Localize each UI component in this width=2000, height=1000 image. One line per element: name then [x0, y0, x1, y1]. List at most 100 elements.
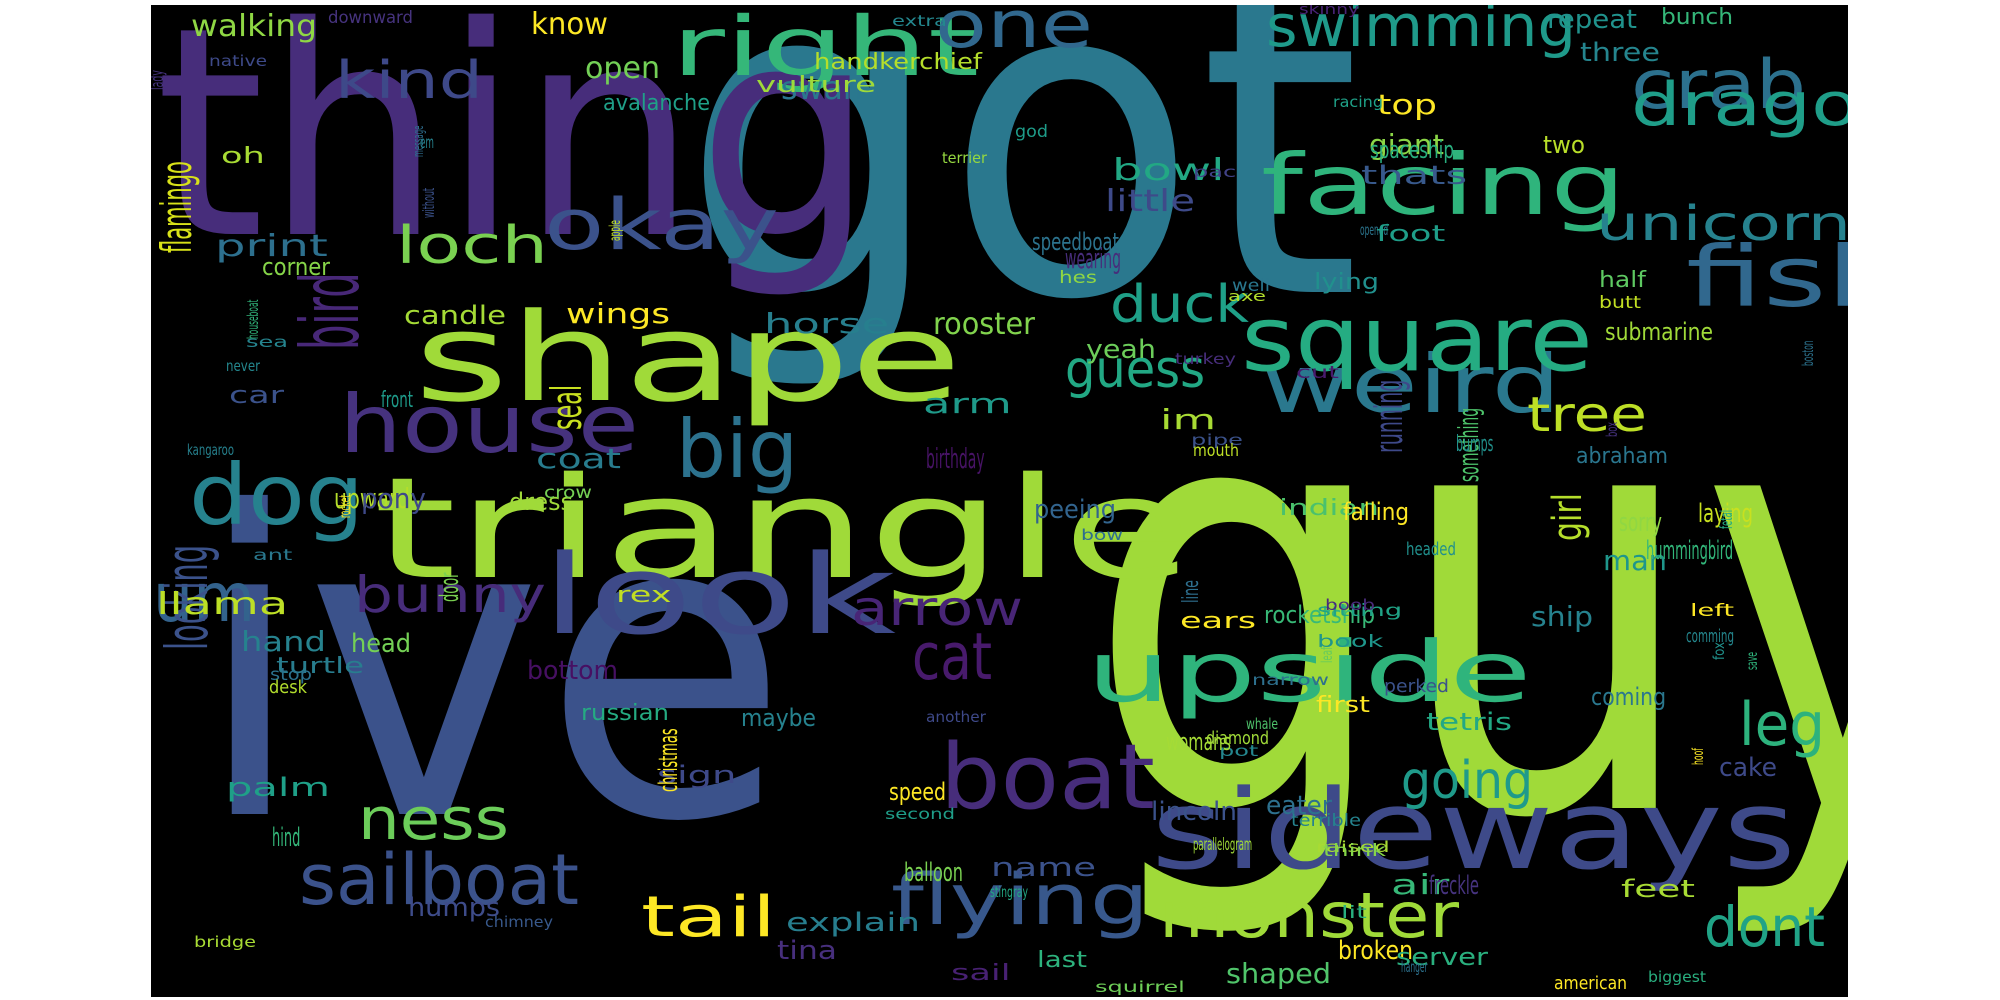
- word-hind: hind: [272, 823, 301, 853]
- word-comming: comming: [1686, 626, 1734, 647]
- word-guess: guess: [1065, 340, 1205, 400]
- word-facing: facing: [1261, 136, 1626, 234]
- word-hes: hes: [1059, 268, 1097, 288]
- word-left: left: [1690, 601, 1735, 621]
- word-sea: sea: [246, 333, 288, 351]
- word-hummingbird: hummingbird: [1646, 536, 1734, 566]
- word-thing: thing: [155, 5, 875, 303]
- word-apple: apple: [606, 220, 624, 241]
- word-shape: shape: [414, 287, 962, 429]
- word-lady: lady: [151, 70, 168, 90]
- word-pot: pot: [1219, 742, 1259, 760]
- word-lying: lying: [1314, 270, 1379, 295]
- word-im: im: [1160, 403, 1217, 436]
- word-sign: sign: [657, 761, 737, 789]
- word-freckle: freckle: [1429, 871, 1479, 901]
- word-narrow: narrow: [1252, 671, 1329, 689]
- word-big: big: [676, 403, 798, 496]
- word-ears: ears: [1180, 609, 1257, 634]
- word-save: save: [1743, 652, 1761, 670]
- word-pony: pony: [361, 482, 426, 515]
- word-tetris: tetris: [1426, 708, 1512, 736]
- word-another: another: [926, 708, 986, 726]
- word-well: well: [1232, 276, 1270, 296]
- word-bunny: bunny: [354, 566, 546, 624]
- word-llama: llama: [156, 587, 289, 622]
- word-second: second: [885, 805, 955, 823]
- word-shaped: shaped: [1226, 957, 1331, 990]
- word-name: name: [991, 853, 1096, 883]
- word-sail: sail: [951, 961, 1011, 986]
- word-whale: whale: [1246, 715, 1278, 733]
- word-corner: corner: [262, 253, 330, 281]
- word-oh: oh: [221, 144, 265, 169]
- word-ant: ant: [253, 546, 293, 564]
- word-upward: upward: [334, 482, 410, 515]
- word-tina: tina: [777, 936, 837, 966]
- word-kind: kind: [335, 51, 483, 111]
- word-rex: rex: [616, 583, 672, 608]
- word-running: running: [1367, 379, 1411, 453]
- word-head: head: [351, 629, 411, 659]
- word-pipe: pipe: [1191, 431, 1243, 449]
- word-broken: broken: [1338, 936, 1413, 966]
- word-fox: fox: [1710, 642, 1728, 660]
- word-dragon: dragon: [1631, 70, 1848, 140]
- word-indian: indian: [1279, 496, 1379, 521]
- word-squirrel: squirrel: [1095, 978, 1185, 996]
- word-book: book: [1317, 632, 1384, 652]
- word-arm: arm: [923, 387, 1012, 420]
- word-rocketship: rocketship: [1264, 601, 1375, 629]
- word-speedboat: speedboat: [1032, 228, 1119, 256]
- word-kangaroo: kangaroo: [187, 441, 234, 459]
- word-open: open: [585, 51, 660, 86]
- word-american: american: [1554, 973, 1627, 994]
- word-walking: walking: [191, 9, 317, 44]
- word-man: man: [1603, 544, 1667, 577]
- word-sorry: sorry: [1619, 508, 1662, 538]
- word-feet: feet: [1621, 875, 1695, 903]
- word-bridge: bridge: [194, 933, 256, 951]
- word-skinny: skinny: [1299, 5, 1359, 18]
- word-wearing: wearing: [1065, 242, 1122, 275]
- word-birthday: birthday: [926, 442, 985, 475]
- word-sitting: sitting: [1317, 601, 1403, 621]
- word-thats: thats: [1361, 161, 1468, 191]
- word-native: native: [209, 52, 267, 70]
- word-sailboat: sailboat: [299, 839, 579, 921]
- word-cut: cut: [1296, 363, 1339, 383]
- word-triangle: triangle: [373, 448, 1193, 611]
- word-peeing: peeing: [1034, 495, 1116, 525]
- word-speed: speed: [889, 778, 946, 806]
- word-stingray: stingray: [990, 883, 1028, 901]
- word-terrible: terrible: [1291, 811, 1361, 831]
- word-falling: falling: [1343, 498, 1409, 526]
- word-wings: wings: [566, 297, 670, 330]
- word-boat: boat: [940, 725, 1155, 830]
- word-yeah: yeah: [1086, 335, 1156, 365]
- word-square: square: [1241, 287, 1593, 392]
- word-spaceship: spaceship: [1370, 136, 1454, 164]
- word-crab: crab: [1631, 46, 1806, 125]
- word-top: top: [1377, 88, 1437, 121]
- word-rocket: rocket: [336, 494, 354, 518]
- word-dress: dress: [509, 488, 573, 516]
- word-boston: boston: [1799, 340, 1817, 366]
- word-turtle: turtle: [276, 654, 364, 679]
- word-womans: womans: [1166, 728, 1231, 756]
- word-ive: ive: [194, 425, 789, 914]
- word-cat: cat: [912, 620, 992, 695]
- word-foot: foot: [1376, 222, 1446, 247]
- word-biggest: biggest: [1648, 968, 1706, 986]
- word-okay: okay: [544, 184, 779, 266]
- word-turkey: turkey: [1175, 350, 1236, 368]
- word-without: without: [419, 187, 438, 218]
- word-never: never: [226, 357, 260, 375]
- word-humps: humps: [408, 893, 500, 923]
- word-maybe: maybe: [741, 704, 816, 732]
- word-one: one: [935, 5, 1093, 63]
- word-ship: ship: [1531, 600, 1593, 633]
- word-ness: ness: [358, 785, 509, 853]
- word-boob: boob: [1325, 596, 1375, 614]
